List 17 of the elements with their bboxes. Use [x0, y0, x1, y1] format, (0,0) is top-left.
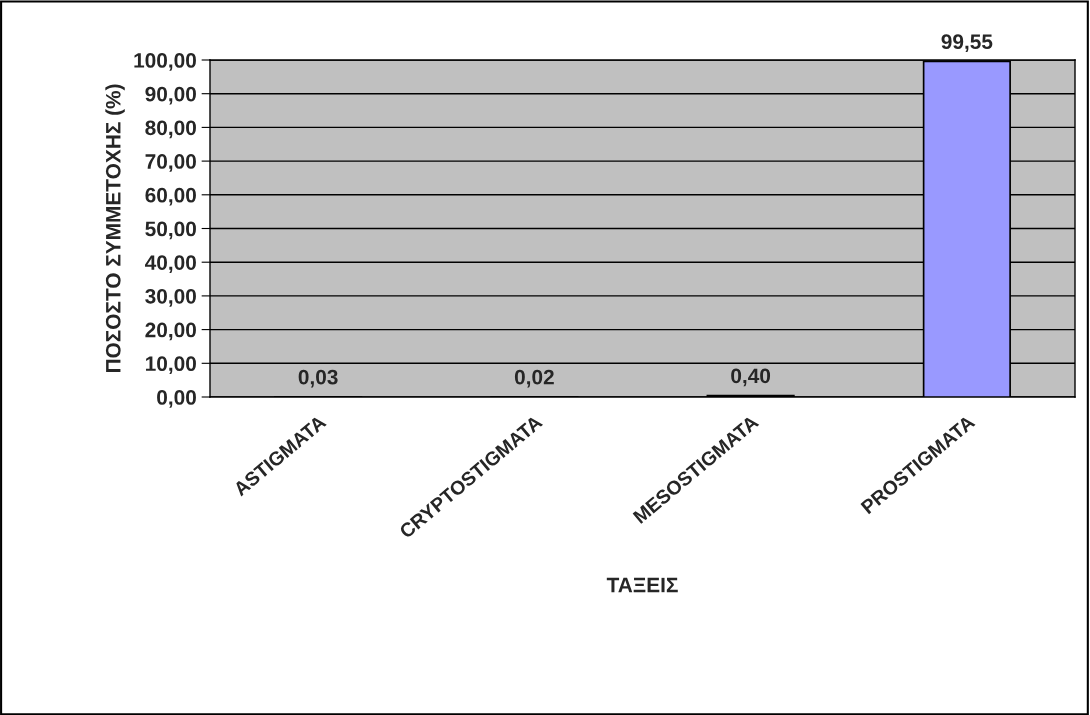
y-tick-label: 60,00 [145, 187, 196, 206]
y-tick-label: 50,00 [145, 221, 196, 240]
y-axis-title: ΠΟΣΟΣΤΟ ΣΥΜΜΕΤΟΧΗΣ (%) [105, 84, 125, 373]
y-tick-label: 70,00 [145, 154, 196, 172]
data-label: 99,55 [941, 34, 993, 53]
data-label: 0,03 [298, 369, 338, 388]
y-tick-label: 30,00 [145, 288, 196, 307]
y-tick-label: 80,00 [145, 120, 196, 139]
y-tick-label: 40,00 [144, 255, 196, 273]
y-tick-label: 20,00 [145, 322, 196, 341]
y-tick-label: 10,00 [145, 356, 196, 375]
y-tick-label: 90,00 [145, 86, 196, 105]
y-tick-label: 100,00 [134, 53, 196, 71]
x-axis-title: ΤΑΞΕΙΣ [606, 577, 678, 593]
data-label: 0,40 [731, 368, 771, 387]
y-tick-label: 0,00 [157, 390, 196, 408]
data-label: 0,02 [514, 369, 554, 388]
